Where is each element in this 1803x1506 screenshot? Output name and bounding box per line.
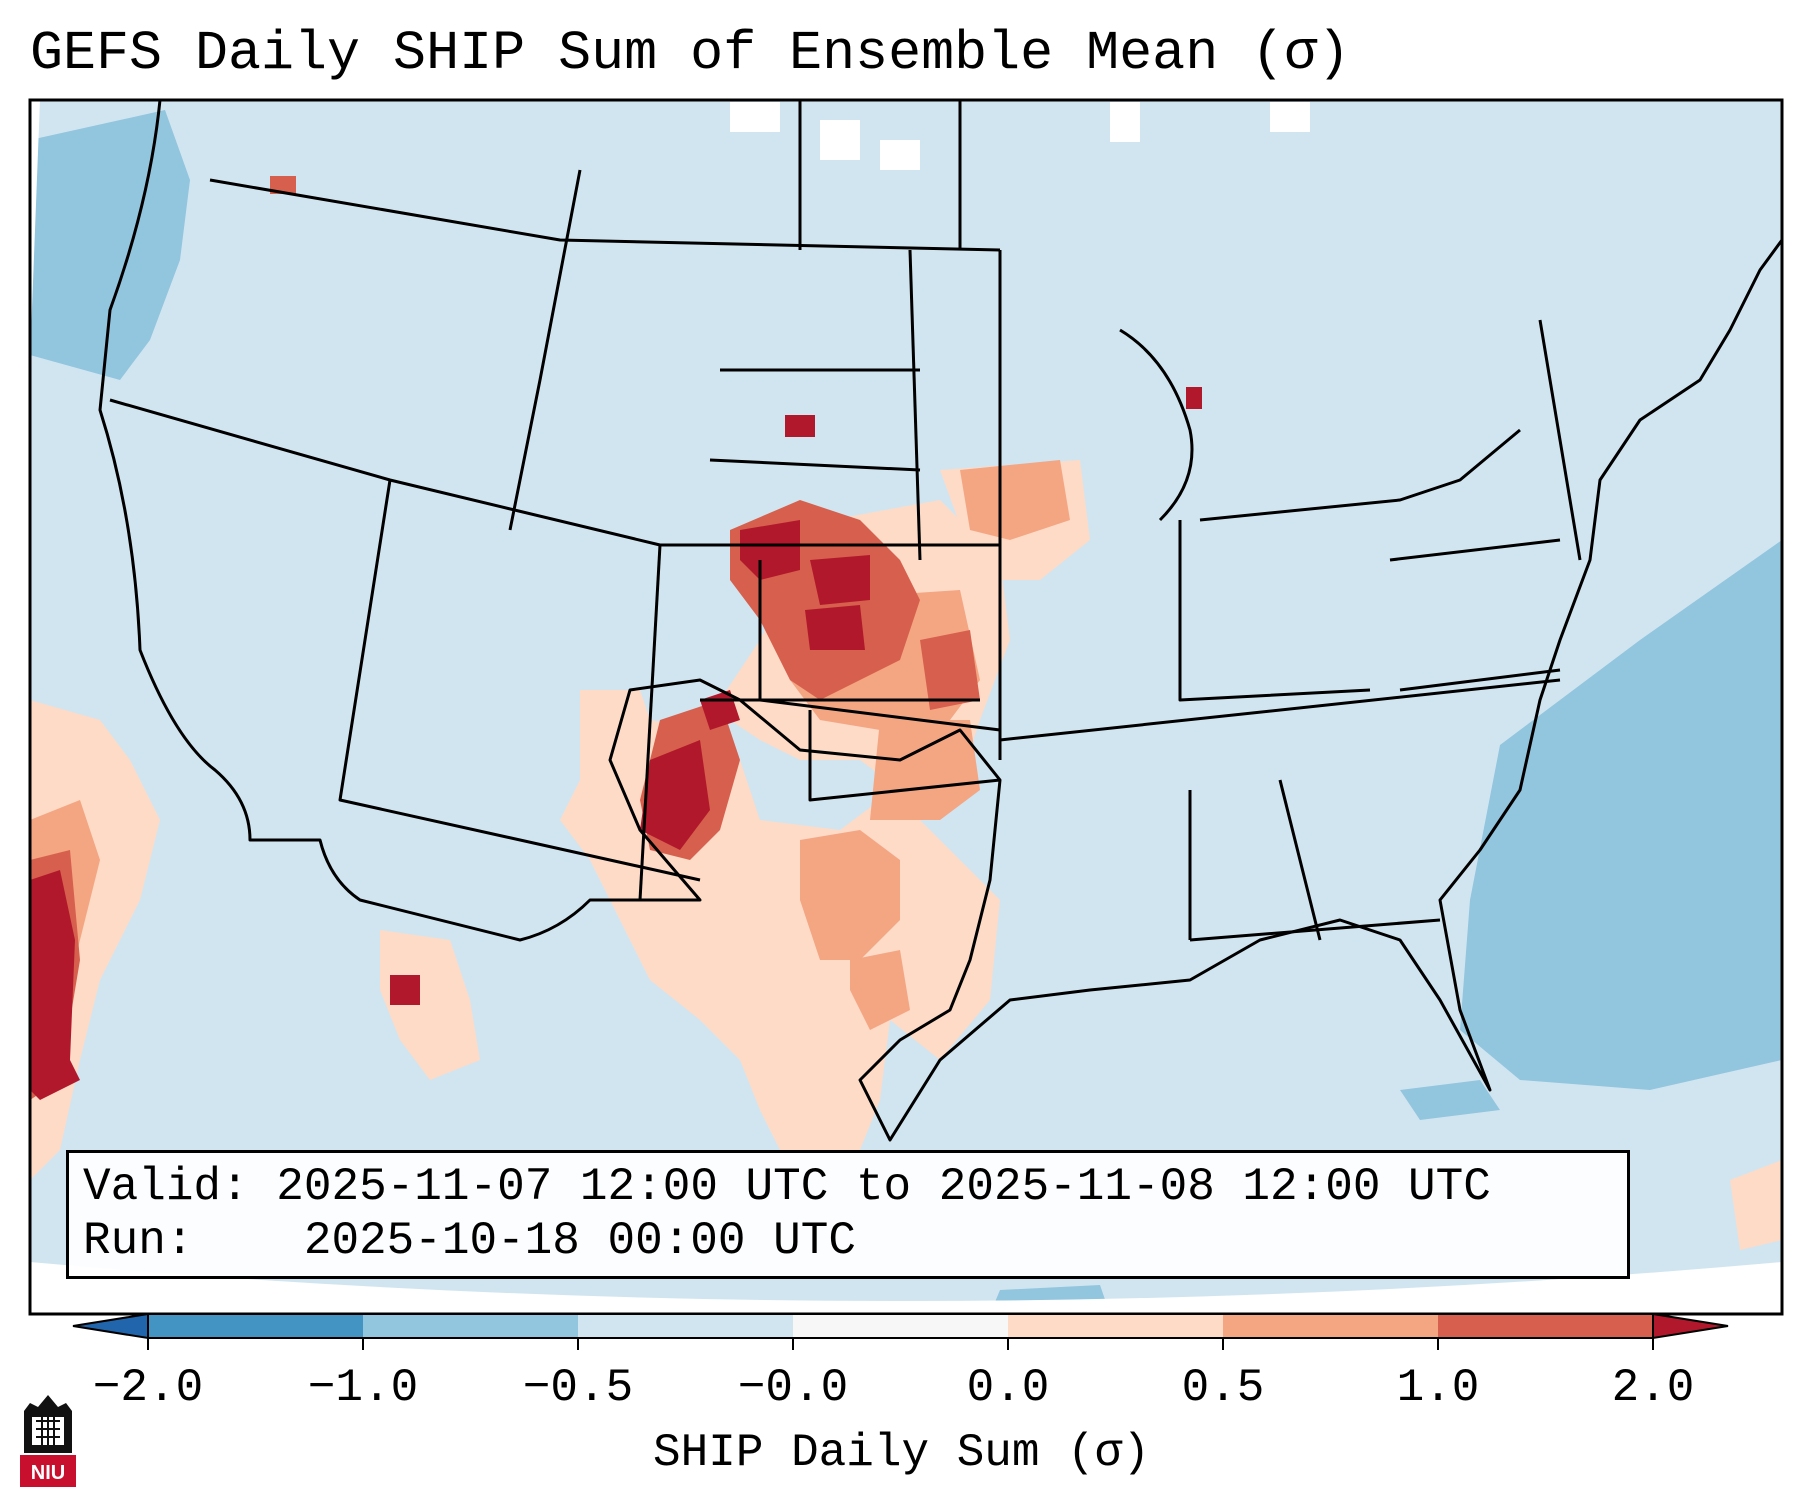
pacific-extreme-positive <box>30 870 80 1100</box>
state-border-pa <box>1389 538 1561 562</box>
state-border-great-lakes <box>1199 428 1521 522</box>
undefined-patch <box>730 102 780 132</box>
oklahoma-moderate-positive <box>870 720 980 820</box>
south-texas-moderate-positive <box>850 950 910 1030</box>
colorbar-bin <box>148 1314 363 1338</box>
kansas-strong-positive <box>920 630 980 710</box>
state-border-nc-va <box>1399 668 1561 692</box>
texas-moderate-positive <box>800 830 900 960</box>
caribbean-weak-positive <box>1730 1160 1782 1250</box>
colorbar-label: SHIP Daily Sum (σ) <box>653 1427 1150 1479</box>
canada-border <box>209 178 1001 252</box>
projection-edges <box>30 100 1782 1314</box>
state-border-midwest <box>1178 520 1371 702</box>
state-border-florida <box>1189 918 1441 942</box>
colorbar-tick-label: −0.0 <box>737 1362 849 1414</box>
run-label: Run: <box>83 1215 194 1267</box>
colorbar-bin <box>1438 1314 1653 1338</box>
michigan-coast <box>1119 328 1194 522</box>
colorbar-underflow-arrow <box>72 1312 149 1340</box>
sonora-extreme-positive <box>390 975 420 1005</box>
state-border-dakotas <box>908 249 922 561</box>
nebraska-core-extreme <box>810 555 870 605</box>
state-border-oklahoma <box>808 710 1001 802</box>
washington-positive <box>270 176 296 194</box>
michigan-extreme-positive <box>1186 387 1202 409</box>
colorbar-bin <box>793 1314 1008 1338</box>
south-dakota-extreme-positive <box>785 415 815 437</box>
colorbar-frame <box>147 1313 1654 1339</box>
niu-logo: NIU <box>20 1395 76 1487</box>
colorbar-tick-label: 0.0 <box>966 1362 1050 1414</box>
state-border-tennessee <box>999 678 1561 742</box>
valid-label: Valid: <box>83 1161 249 1213</box>
boundaries <box>98 100 1782 1142</box>
map-title: GEFS Daily SHIP Sum of Ensemble Mean (σ) <box>30 22 1351 85</box>
colorbar-tick-label: 0.5 <box>1181 1362 1265 1414</box>
undefined-patch <box>1270 102 1310 132</box>
state-border-west <box>338 479 701 882</box>
valid-run-info-box: Valid: 2025-11-07 12:00 UTC to 2025-11-0… <box>66 1150 1630 1279</box>
colorbar <box>72 1312 1729 1350</box>
state-border-sd-ne <box>709 458 921 472</box>
undefined-patch <box>880 140 920 170</box>
valid-line: Valid: 2025-11-07 12:00 UTC to 2025-11-0… <box>83 1160 1613 1214</box>
colorbar-tick-label: 2.0 <box>1611 1362 1695 1414</box>
run-value: 2025-10-18 00:00 UTC <box>303 1215 856 1267</box>
bahamas-negative-region <box>1400 1080 1500 1120</box>
undefined-patch <box>1110 102 1140 142</box>
nebraska-extreme-positive <box>740 520 800 580</box>
colorbar-bin <box>578 1314 793 1338</box>
bottom-projection-edge <box>30 1262 1782 1314</box>
positive-anomaly-fields <box>30 176 1782 1250</box>
colorbar-bin <box>363 1314 578 1338</box>
atlantic-negative-region <box>1460 540 1782 1090</box>
state-border-ny <box>1538 319 1582 561</box>
colorbar-tick-label: 1.0 <box>1396 1362 1480 1414</box>
colorbar-bin <box>1223 1314 1438 1338</box>
state-border-colorado-west <box>638 544 662 901</box>
coastline <box>98 100 1782 1142</box>
map-plot-area <box>30 100 1782 1314</box>
run-line: Run: 2025-10-18 00:00 UTC <box>83 1214 1613 1268</box>
colorbar-bin <box>1008 1314 1223 1338</box>
state-border-north-tier <box>109 398 1000 547</box>
colorbar-tick-label: −0.5 <box>522 1362 634 1414</box>
iowa-moderate-positive <box>960 460 1070 540</box>
logo-text: NIU <box>31 1462 65 1484</box>
colorbar-overflow-arrow <box>1652 1312 1729 1340</box>
colorbar-tick-label: −1.0 <box>307 1362 419 1414</box>
valid-value: 2025-11-07 12:00 UTC to 2025-11-08 12:00… <box>276 1161 1491 1213</box>
colorbar-tick-label: −2.0 <box>92 1362 204 1414</box>
left-projection-edge <box>30 100 40 360</box>
mexico-weak-positive <box>380 930 480 1080</box>
new-mexico-extreme-positive <box>640 740 710 850</box>
state-border-georgia <box>1278 779 1322 941</box>
kansas-extreme-positive <box>805 605 865 650</box>
undefined-patch <box>820 120 860 160</box>
ne-pacific-negative-region <box>30 110 190 380</box>
